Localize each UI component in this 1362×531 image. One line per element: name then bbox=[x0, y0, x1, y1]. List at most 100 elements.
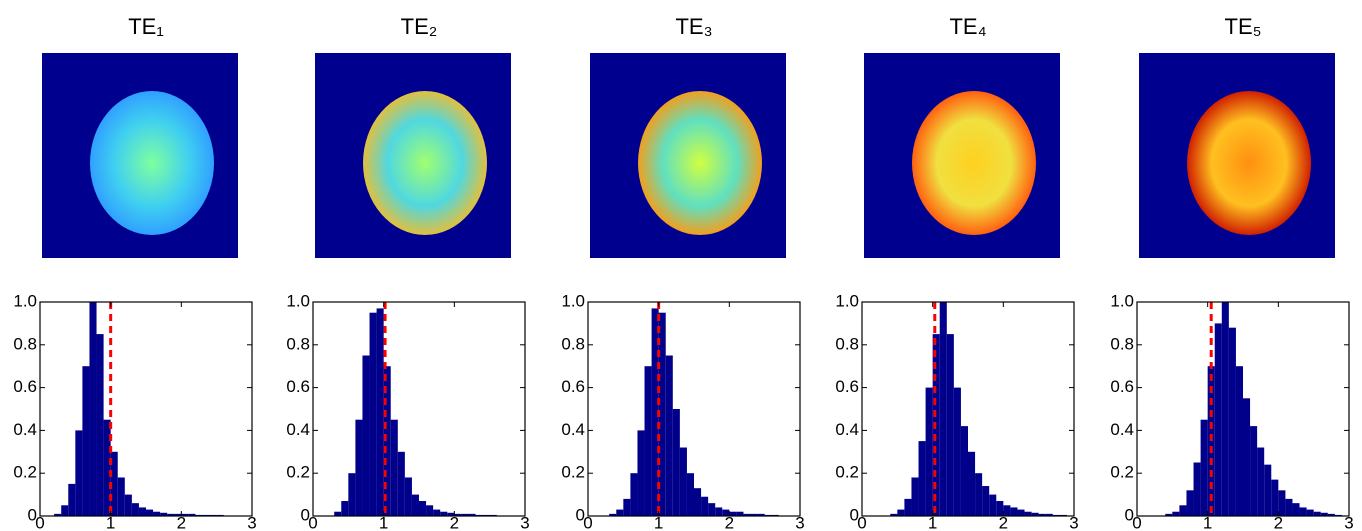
bar bbox=[1214, 323, 1222, 516]
y-tick-label: 0 bbox=[1125, 505, 1134, 524]
bar bbox=[609, 513, 617, 516]
bar bbox=[124, 494, 132, 516]
bar bbox=[426, 505, 434, 516]
bar bbox=[1271, 479, 1279, 516]
bar bbox=[1278, 490, 1286, 516]
bar bbox=[131, 503, 139, 516]
x-tick-label: 1 bbox=[1203, 513, 1212, 531]
bar bbox=[369, 312, 377, 516]
bar bbox=[637, 430, 645, 516]
bar bbox=[54, 513, 62, 516]
y-tick-label: 1.0 bbox=[286, 291, 310, 310]
bar bbox=[729, 511, 737, 516]
bar bbox=[968, 451, 976, 516]
y-tick-label: 1.0 bbox=[835, 291, 859, 310]
brain-map bbox=[315, 53, 511, 258]
bar bbox=[362, 355, 370, 516]
y-tick-label: 0 bbox=[28, 505, 37, 524]
axes-frame bbox=[312, 301, 526, 517]
bar bbox=[461, 513, 469, 516]
y-tick-label: 0 bbox=[301, 505, 310, 524]
bar bbox=[651, 308, 659, 516]
bar bbox=[419, 501, 427, 516]
bar bbox=[468, 513, 476, 516]
y-tick-label: 0.2 bbox=[561, 463, 585, 482]
bar bbox=[918, 441, 926, 516]
bar bbox=[904, 498, 912, 516]
y-tick-label: 0.6 bbox=[835, 377, 859, 396]
bar bbox=[1228, 327, 1236, 516]
bar bbox=[138, 507, 146, 516]
axes-frame bbox=[861, 301, 1075, 517]
bar bbox=[989, 494, 997, 516]
bar bbox=[1024, 511, 1032, 516]
brain-map bbox=[1139, 53, 1335, 258]
y-tick-label: 0.4 bbox=[835, 420, 859, 439]
bar bbox=[1292, 503, 1300, 516]
bar bbox=[750, 513, 758, 516]
bar bbox=[160, 512, 168, 516]
bar bbox=[939, 302, 947, 516]
bar bbox=[623, 498, 631, 516]
bar bbox=[897, 509, 905, 516]
bar bbox=[630, 473, 638, 516]
bar bbox=[1017, 509, 1025, 516]
x-tick-label: 0 bbox=[308, 513, 317, 531]
y-tick-label: 0.2 bbox=[835, 463, 859, 482]
bar bbox=[953, 387, 961, 516]
y-tick-label: 0 bbox=[850, 505, 859, 524]
x-tick-label: 1 bbox=[654, 513, 663, 531]
bar bbox=[975, 473, 983, 516]
bar bbox=[1327, 513, 1335, 516]
bar bbox=[355, 419, 363, 516]
bar bbox=[686, 473, 694, 516]
y-tick-label: 0.8 bbox=[286, 334, 310, 353]
bar bbox=[376, 308, 384, 516]
x-tick-label: 1 bbox=[928, 513, 937, 531]
y-tick-label: 0.8 bbox=[561, 334, 585, 353]
bar bbox=[1306, 509, 1314, 516]
chart-title: TE₄ bbox=[949, 14, 986, 39]
bar bbox=[701, 496, 709, 516]
x-tick-label: 2 bbox=[177, 513, 186, 531]
bar bbox=[757, 513, 765, 516]
bar bbox=[1179, 505, 1187, 516]
bar bbox=[743, 513, 751, 516]
x-tick-label: 3 bbox=[520, 513, 529, 531]
bar bbox=[188, 513, 196, 516]
y-tick-label: 0.2 bbox=[1110, 463, 1134, 482]
bar bbox=[390, 419, 398, 516]
bar bbox=[1172, 511, 1180, 516]
bar bbox=[658, 312, 666, 516]
bar bbox=[1264, 464, 1272, 516]
bar bbox=[411, 494, 419, 516]
y-tick-label: 0.8 bbox=[835, 334, 859, 353]
bar bbox=[1313, 511, 1321, 516]
y-tick-label: 0.4 bbox=[561, 420, 585, 439]
bar bbox=[404, 477, 412, 516]
y-tick-label: 1.0 bbox=[561, 291, 585, 310]
bar bbox=[153, 511, 161, 516]
chart-title: TE₁ bbox=[128, 14, 164, 39]
bar bbox=[1250, 426, 1258, 516]
bar bbox=[616, 509, 624, 516]
bar bbox=[1193, 462, 1201, 516]
y-tick-label: 0 bbox=[576, 505, 585, 524]
x-tick-label: 3 bbox=[1069, 513, 1078, 531]
axes-frame bbox=[587, 301, 801, 517]
bar bbox=[341, 501, 349, 516]
y-tick-label: 0.4 bbox=[1110, 420, 1134, 439]
bar bbox=[1200, 419, 1208, 516]
bar bbox=[433, 509, 441, 516]
bar bbox=[982, 486, 990, 516]
axes-frame bbox=[39, 301, 253, 517]
x-tick-label: 3 bbox=[795, 513, 804, 531]
y-tick-label: 0.6 bbox=[561, 377, 585, 396]
bar bbox=[146, 509, 154, 516]
bar bbox=[82, 366, 90, 516]
bar bbox=[440, 511, 448, 516]
x-tick-label: 0 bbox=[35, 513, 44, 531]
brain-map bbox=[864, 53, 1060, 258]
bar bbox=[117, 477, 125, 516]
